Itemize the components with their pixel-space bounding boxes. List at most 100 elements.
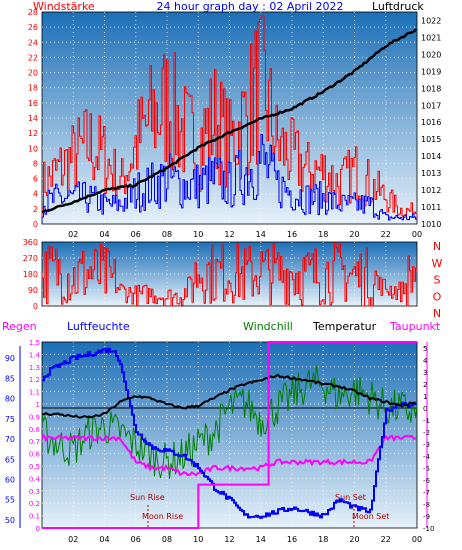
temperature-x-ticks: 02 04 06 08 10 12 14 16 18 20 22 00 — [68, 535, 422, 544]
x-tick-label: 14 — [256, 535, 266, 544]
temperature-tick-label: 5 — [423, 345, 427, 353]
sun-set-label: Sun Set — [335, 493, 366, 502]
wind-tick-label: 10 — [28, 144, 38, 153]
wind-tick-label: 20 — [28, 69, 38, 78]
pressure-tick-label: 1012 — [421, 186, 441, 195]
chart-title: 24 hour graph day : 02 April 2022 — [157, 0, 344, 13]
wind-gust-line — [41, 15, 418, 224]
wind-tick-label: 12 — [28, 129, 38, 138]
wind-tick-label: 4 — [33, 190, 38, 199]
humidity-tick-label: 60 — [5, 475, 15, 484]
x-tick-label: 16 — [287, 230, 297, 239]
direction-y-ticks: 360 270 180 90 0 — [23, 238, 38, 311]
rain-tick-label: 0.9 — [29, 413, 40, 421]
temperature-tick-label: -3 — [423, 441, 430, 449]
direction-series — [41, 242, 418, 307]
pressure-tick-label: 1022 — [421, 16, 441, 25]
x-tick-label: 16 — [287, 535, 297, 544]
x-tick-label: 10 — [193, 535, 203, 544]
humidity-tick-label: 50 — [5, 516, 15, 525]
humidity-line — [42, 347, 417, 519]
x-tick-label: 02 — [68, 535, 78, 544]
temperature-legend: Temperatur — [312, 320, 377, 333]
humidity-tick-label: 90 — [5, 354, 15, 363]
rain-tick-label: 1 — [36, 401, 40, 409]
x-tick-label: 04 — [99, 230, 109, 239]
x-tick-label: 14 — [256, 230, 266, 239]
wind-tick-label: 26 — [28, 23, 38, 32]
x-tick-label: 12 — [224, 230, 234, 239]
compass-label: N — [433, 240, 441, 253]
pressure-tick-label: 1020 — [421, 50, 441, 59]
wind-tick-label: 24 — [28, 38, 38, 47]
humidity-tick-label: 70 — [5, 435, 15, 444]
x-tick-label: 00 — [412, 230, 422, 239]
direction-tick-label: 180 — [23, 270, 38, 279]
temperature-tick-label: -10 — [423, 525, 434, 533]
rain-line — [42, 341, 417, 529]
x-tick-label: 04 — [99, 535, 109, 544]
wind-x-ticks: 02 04 06 08 10 12 14 16 18 20 22 00 — [68, 230, 422, 239]
rain-tick-label: 1.1 — [29, 389, 40, 397]
rain-tick-label: 0.8 — [29, 426, 40, 434]
temperature-line — [41, 373, 417, 419]
dewpoint-legend: Taupunkt — [389, 320, 441, 333]
x-tick-label: 12 — [224, 535, 234, 544]
wind-tick-label: 8 — [33, 159, 38, 168]
temperature-tick-label: 0 — [423, 405, 427, 413]
temperature-tick-label: -5 — [423, 465, 430, 473]
x-tick-label: 02 — [68, 230, 78, 239]
wind-tick-label: 2 — [33, 205, 38, 214]
compass-label: N — [433, 307, 441, 320]
rain-tick-label: 0.2 — [29, 500, 40, 508]
x-tick-label: 20 — [349, 535, 359, 544]
windchill-legend: Windchill — [243, 320, 293, 333]
x-tick-label: 08 — [162, 230, 172, 239]
rain-tick-label: 0 — [36, 525, 40, 533]
direction-tick-label: 270 — [23, 254, 38, 263]
pressure-tick-label: 1010 — [421, 220, 441, 229]
compass-label: O — [433, 290, 442, 303]
wind-tick-label: 0 — [33, 220, 38, 229]
compass-label: S — [434, 274, 441, 287]
rain-tick-label: 1.2 — [29, 376, 40, 384]
wind-direction-line — [41, 242, 418, 307]
sun-rise-label: Sun Rise — [130, 493, 165, 502]
pressure-tick-label: 1016 — [421, 118, 441, 127]
wind-tick-label: 22 — [28, 53, 38, 62]
rain-legend: Regen — [2, 320, 37, 333]
rain-tick-label: 1.3 — [29, 364, 40, 372]
temperature-tick-label: -7 — [423, 489, 430, 497]
wind-tick-label: 28 — [28, 8, 38, 17]
rain-tick-label: 1.5 — [29, 339, 40, 347]
pressure-tick-label: 1018 — [421, 84, 441, 93]
rain-tick-label: 0.3 — [29, 488, 40, 496]
x-tick-label: 22 — [381, 230, 391, 239]
humidity-legend: Luftfeuchte — [67, 320, 130, 333]
pressure-tick-label: 1013 — [421, 169, 441, 178]
wind-tick-label: 18 — [28, 84, 38, 93]
x-tick-label: 08 — [162, 535, 172, 544]
humidity-y-ticks: 50 55 60 65 70 75 80 85 90 — [5, 346, 21, 528]
wind-legend: Windstärke — [33, 0, 95, 13]
x-tick-label: 18 — [318, 230, 328, 239]
wind-tick-label: 6 — [33, 175, 38, 184]
windchill-line — [41, 365, 418, 479]
wind-pressure-series — [41, 15, 418, 224]
x-tick-label: 06 — [131, 230, 141, 239]
temperature-tick-label: -1 — [423, 417, 430, 425]
humidity-tick-label: 75 — [5, 415, 15, 424]
pressure-legend: Luftdruck — [372, 0, 424, 13]
direction-tick-label: 0 — [33, 302, 38, 311]
temperature-tick-label: 2 — [423, 381, 427, 389]
rain-tick-label: 0.7 — [29, 438, 40, 446]
x-tick-label: 00 — [412, 535, 422, 544]
pressure-tick-label: 1021 — [421, 33, 441, 42]
humidity-tick-label: 55 — [5, 496, 15, 505]
rain-tick-label: 0.5 — [29, 463, 40, 471]
temperature-tick-label: 1 — [423, 393, 427, 401]
temperature-tick-label: 3 — [423, 369, 427, 377]
